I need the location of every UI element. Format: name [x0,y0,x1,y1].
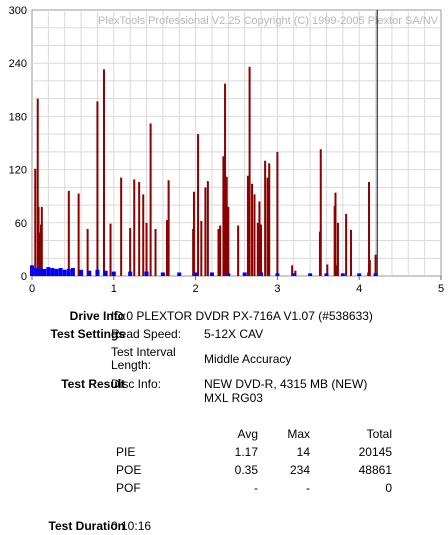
stat-row-poe-max: 234 [289,463,310,477]
bars [30,10,378,276]
stat-row-pof-name: POF [116,481,141,495]
disc-info-value-2: MXL RG03 [204,391,263,405]
avg-header: Avg [237,427,258,441]
error-chart: PlexTools Professional V2.25 Copyright (… [9,5,444,295]
x-tick-label: 1 [111,283,117,295]
stat-row-poe-avg: 0.35 [234,463,258,477]
y-tick-label: 300 [9,5,27,17]
x-tick-label: 5 [438,283,444,295]
plot-area [31,9,442,277]
y-tick-label: 120 [9,165,27,177]
x-tick-label: 0 [29,283,35,295]
stat-row-pof-total: 0 [385,481,392,495]
max-header: Max [287,427,310,441]
tick-labels: 0 60 120 180 240 300 0 1 2 3 4 5 [9,5,444,295]
read-speed-value: 5-12X CAV [204,327,264,341]
stat-row-pof-max: - [306,481,310,495]
x-tick-label: 4 [356,283,362,295]
interval-value: Middle Accuracy [204,352,292,366]
stat-row-poe-name: POE [116,463,142,477]
stat-row-pie-name: PIE [116,445,136,459]
y-tick-label: 240 [9,58,27,70]
total-header: Total [366,427,392,441]
test-duration-value: 0:10:16 [111,519,152,533]
stat-row-pie-max: 14 [296,445,310,459]
stat-row-pof-avg: - [254,481,258,495]
test-duration-label: Test Duration [48,519,125,533]
read-speed-label: Read Speed: [111,327,182,341]
y-tick-label: 60 [15,218,27,230]
x-tick-label: 2 [193,283,199,295]
test-settings-label: Test Settings [50,327,125,341]
y-tick-label: 180 [9,111,27,123]
y-tick-label: 0 [21,271,27,283]
stat-row-pie-avg: 1.17 [234,445,258,459]
stat-row-poe-total: 48861 [358,463,392,477]
interval-label-2: Length: [111,358,152,372]
x-tick-label: 3 [274,283,280,295]
drive-info-label: Drive Info [69,309,125,323]
disc-info-value-1: NEW DVD-R, 4315 MB (NEW) [204,377,368,391]
test-result-label: Test Result [61,377,125,391]
interval-label-1: Test Interval [111,345,176,359]
drive-info-value: ID:0 PLEXTOR DVDR PX-716A V1.07 (#538633… [111,309,373,323]
disc-info-label: Disc Info: [111,377,162,391]
stat-row-pie-total: 20145 [358,445,392,459]
chart-title: PlexTools Professional V2.25 Copyright (… [98,15,439,27]
